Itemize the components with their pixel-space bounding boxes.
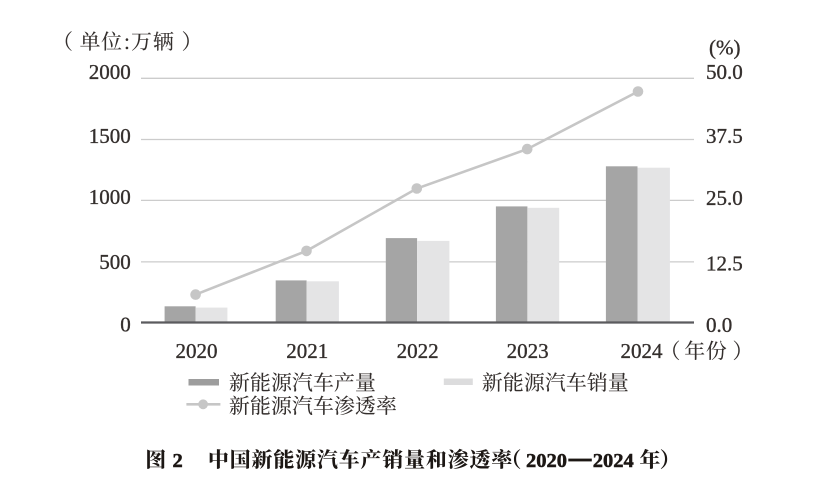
svg-text:2024: 2024	[621, 339, 664, 363]
svg-text:2021: 2021	[286, 339, 328, 363]
svg-text:0.0: 0.0	[706, 313, 732, 337]
svg-text:1500: 1500	[89, 124, 131, 148]
svg-text:2023: 2023	[507, 339, 549, 363]
svg-text:2024: 2024	[593, 450, 634, 472]
svg-text:1000: 1000	[89, 185, 131, 209]
svg-text:2020: 2020	[526, 450, 567, 472]
svg-text:500: 500	[99, 250, 131, 274]
svg-text:25.0: 25.0	[706, 186, 743, 210]
svg-text:37.5: 37.5	[706, 124, 743, 148]
svg-text:12.5: 12.5	[706, 251, 743, 275]
svg-text:0: 0	[120, 313, 131, 337]
svg-text:2022: 2022	[397, 339, 439, 363]
svg-text:2000: 2000	[89, 60, 131, 84]
svg-text:2020: 2020	[176, 339, 218, 363]
svg-text:50.0: 50.0	[706, 60, 743, 84]
svg-text:2: 2	[173, 450, 183, 472]
svg-text:(%): (%)	[709, 35, 740, 59]
